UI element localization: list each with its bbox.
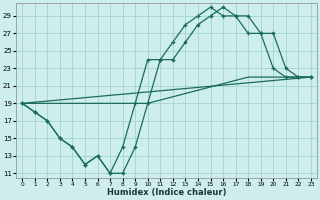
X-axis label: Humidex (Indice chaleur): Humidex (Indice chaleur) [107,188,226,197]
